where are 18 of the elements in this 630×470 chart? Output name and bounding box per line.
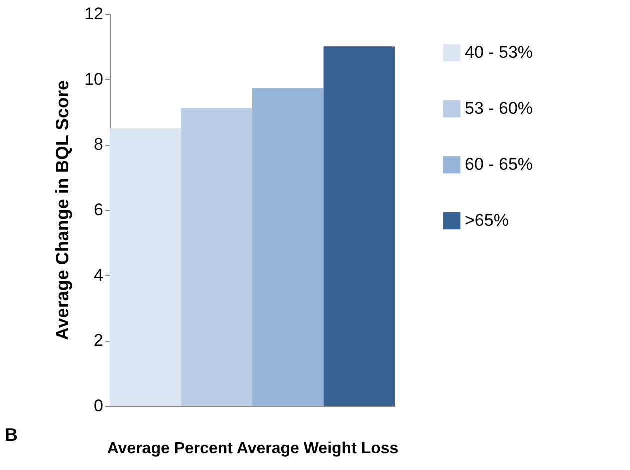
legend-label: 40 - 53%: [465, 43, 534, 62]
y-tick-label: 12: [84, 4, 104, 24]
y-tick-label: 0: [94, 396, 104, 416]
y-tick-label: 10: [84, 70, 104, 89]
y-tick-label: 2: [94, 331, 104, 350]
text: B: [5, 425, 18, 445]
x-axis-title: Average Percent Average Weight Loss: [107, 440, 399, 458]
y-tick-label: 6: [94, 200, 104, 220]
bar: [181, 108, 252, 406]
bar: [252, 88, 324, 406]
bar: [110, 128, 182, 406]
y-axis-title: Average Change in BQL Score: [52, 80, 73, 341]
legend-label: 53 - 60%: [465, 99, 534, 118]
y-tick-label: 8: [94, 135, 104, 154]
legend-label: 60 - 65%: [465, 155, 534, 174]
y-tick-label: 4: [94, 266, 104, 285]
bar: [324, 46, 395, 406]
legend-label: >65%: [465, 211, 509, 230]
